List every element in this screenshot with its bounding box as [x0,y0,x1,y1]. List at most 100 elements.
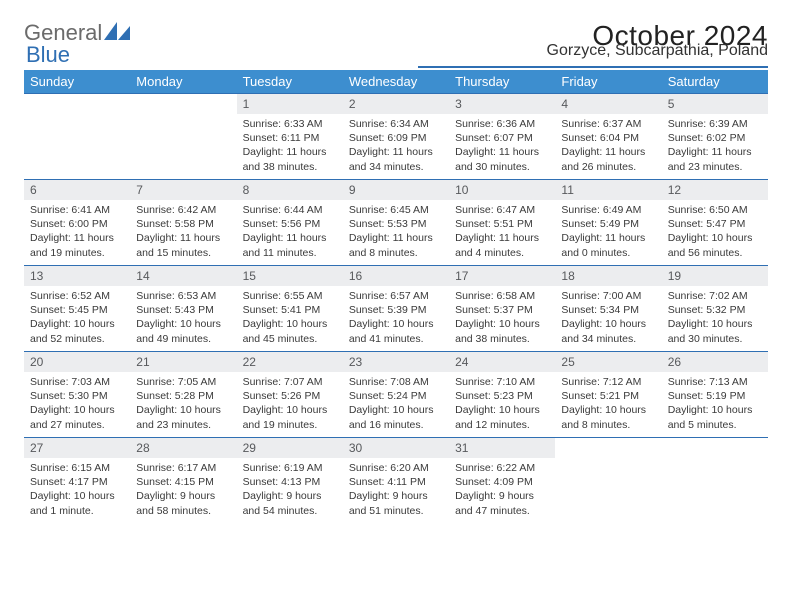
day-number: 30 [343,438,449,458]
sunrise-line: Sunrise: 6:39 AM [668,118,748,130]
sunrise-line: Sunrise: 6:44 AM [243,204,323,216]
sunrise-line: Sunrise: 7:13 AM [668,376,748,388]
day-number: 22 [237,352,343,372]
sunset-line: Sunset: 5:39 PM [349,304,427,316]
sunrise-line: Sunrise: 6:41 AM [30,204,110,216]
calendar-week: 1Sunrise: 6:33 AMSunset: 6:11 PMDaylight… [24,94,768,180]
sunrise-line: Sunrise: 6:55 AM [243,290,323,302]
daylight-line: Daylight: 11 hours and 8 minutes. [349,232,433,258]
day-number: 25 [555,352,661,372]
daylight-line: Daylight: 10 hours and 52 minutes. [30,318,115,344]
calendar-day: 17Sunrise: 6:58 AMSunset: 5:37 PMDayligh… [449,266,555,352]
day-details: Sunrise: 7:12 AMSunset: 5:21 PMDaylight:… [555,372,661,436]
sunset-line: Sunset: 6:02 PM [668,132,746,144]
sunset-line: Sunset: 5:37 PM [455,304,533,316]
calendar-day: 12Sunrise: 6:50 AMSunset: 5:47 PMDayligh… [662,180,768,266]
daylight-line: Daylight: 9 hours and 54 minutes. [243,490,322,516]
sunset-line: Sunset: 6:11 PM [243,132,320,144]
calendar-day: 14Sunrise: 6:53 AMSunset: 5:43 PMDayligh… [130,266,236,352]
brand-sub: Blue [26,42,70,68]
daylight-line: Daylight: 11 hours and 34 minutes. [349,146,433,172]
day-number: 11 [555,180,661,200]
sunrise-line: Sunrise: 6:58 AM [455,290,535,302]
calendar-empty [555,438,661,524]
sunrise-line: Sunrise: 7:00 AM [561,290,641,302]
day-number: 31 [449,438,555,458]
day-details: Sunrise: 6:57 AMSunset: 5:39 PMDaylight:… [343,286,449,350]
day-details: Sunrise: 6:33 AM Sunset: 6:11 PM Daylight:… [237,114,343,178]
daylight-line: Daylight: 11 hours and 0 minutes. [561,232,645,258]
calendar-day: 3Sunrise: 6:36 AMSunset: 6:07 PMDaylight… [449,94,555,180]
weekday-header: Tuesday [237,70,343,94]
calendar-week: 27Sunrise: 6:15 AMSunset: 4:17 PMDayligh… [24,438,768,524]
weekday-header: Thursday [449,70,555,94]
sunrise-line: Sunrise: 6:33 AM [243,118,323,130]
calendar-table: SundayMondayTuesdayWednesdayThursdayFrid… [24,70,768,524]
daylight-line: Daylight: 11 hours and 15 minutes. [136,232,220,258]
sunset-line: Sunset: 6:00 PM [30,218,108,230]
day-number: 24 [449,352,555,372]
day-details: Sunrise: 7:08 AMSunset: 5:24 PMDaylight:… [343,372,449,436]
sunset-line: Sunset: 5:51 PM [455,218,533,230]
sail-icon [104,20,130,46]
sunrise-line: Sunrise: 7:05 AM [136,376,216,388]
calendar-day: 21Sunrise: 7:05 AMSunset: 5:28 PMDayligh… [130,352,236,438]
day-details: Sunrise: 7:03 AMSunset: 5:30 PMDaylight:… [24,372,130,436]
sunrise-line: Sunrise: 6:17 AM [136,462,216,474]
calendar-day: 4Sunrise: 6:37 AMSunset: 6:04 PMDaylight… [555,94,661,180]
sunrise-line: Sunrise: 6:37 AM [561,118,641,130]
sunrise-line: Sunrise: 6:15 AM [30,462,110,474]
sunrise-line: Sunrise: 7:03 AM [30,376,110,388]
day-details: Sunrise: 6:58 AM Sunset: 5:37 PM Daylight:… [449,286,555,350]
day-number: 13 [24,266,130,286]
calendar-day: 9Sunrise: 6:45 AMSunset: 5:53 PMDaylight… [343,180,449,266]
sunset-line: Sunset: 5:56 PM [243,218,321,230]
calendar-header: SundayMondayTuesdayWednesdayThursdayFrid… [24,70,768,94]
day-number: 15 [237,266,343,286]
calendar-day: 27Sunrise: 6:15 AMSunset: 4:17 PMDayligh… [24,438,130,524]
sunrise-line: Sunrise: 7:08 AM [349,376,429,388]
day-details: Sunrise: 7:07 AMSunset: 5:26 PMDaylight:… [237,372,343,436]
calendar-week: 20Sunrise: 7:03 AMSunset: 5:30 PMDayligh… [24,352,768,438]
calendar-day: 29Sunrise: 6:19 AMSunset: 4:13 PMDayligh… [237,438,343,524]
calendar-day: 2Sunrise: 6:34 AMSunset: 6:09 PMDaylight… [343,94,449,180]
daylight-line: Daylight: 11 hours and 38 minutes. [243,146,327,172]
day-number: 9 [343,180,449,200]
day-number: 18 [555,266,661,286]
day-number: 16 [343,266,449,286]
day-details: Sunrise: 6:39 AMSunset: 6:02 PMDaylight:… [662,114,768,178]
day-number: 10 [449,180,555,200]
calendar-day: 25Sunrise: 7:12 AMSunset: 5:21 PMDayligh… [555,352,661,438]
calendar-day: 5Sunrise: 6:39 AMSunset: 6:02 PMDaylight… [662,94,768,180]
calendar-day: 11Sunrise: 6:49 AMSunset: 5:49 PMDayligh… [555,180,661,266]
daylight-line: Daylight: 11 hours and 4 minutes. [455,232,539,258]
sunset-line: Sunset: 5:49 PM [561,218,639,230]
calendar-day: 16Sunrise: 6:57 AMSunset: 5:39 PMDayligh… [343,266,449,352]
calendar-day: 20Sunrise: 7:03 AMSunset: 5:30 PMDayligh… [24,352,130,438]
sunrise-line: Sunrise: 6:34 AM [349,118,429,130]
weekday-header: Sunday [24,70,130,94]
sunset-line: Sunset: 5:19 PM [668,390,746,402]
sunset-line: Sunset: 5:26 PM [243,390,321,402]
day-details: Sunrise: 6:47 AM Sunset: 5:51 PM Daylight:… [449,200,555,264]
day-details: Sunrise: 6:41 AMSunset: 6:00 PMDaylight:… [24,200,130,264]
day-details: Sunrise: 7:13 AMSunset: 5:19 PMDaylight:… [662,372,768,436]
daylight-line: Daylight: 10 hours and 38 minutes. [455,318,540,344]
sunrise-line: Sunrise: 6:20 AM [349,462,429,474]
sunrise-line: Sunrise: 6:50 AM [668,204,748,216]
sunrise-line: Sunrise: 6:19 AM [243,462,323,474]
sunrise-line: Sunrise: 6:47 AM [455,204,535,216]
daylight-line: Daylight: 10 hours and 45 minutes. [243,318,328,344]
sunset-line: Sunset: 5:34 PM [561,304,639,316]
daylight-line: Daylight: 10 hours and 30 minutes. [668,318,753,344]
daylight-line: Daylight: 11 hours and 26 minutes. [561,146,645,172]
day-number: 5 [662,94,768,114]
daylight-line: Daylight: 11 hours and 11 minutes. [243,232,327,258]
day-number: 21 [130,352,236,372]
calendar-day: 18Sunrise: 7:00 AMSunset: 5:34 PMDayligh… [555,266,661,352]
daylight-line: Daylight: 10 hours and 27 minutes. [30,404,115,430]
daylight-line: Daylight: 10 hours and 49 minutes. [136,318,221,344]
calendar-day: 30Sunrise: 6:20 AMSunset: 4:11 PMDayligh… [343,438,449,524]
day-details: Sunrise: 6:34 AMSunset: 6:09 PMDaylight:… [343,114,449,178]
calendar-day: 7Sunrise: 6:42 AMSunset: 5:58 PMDaylight… [130,180,236,266]
